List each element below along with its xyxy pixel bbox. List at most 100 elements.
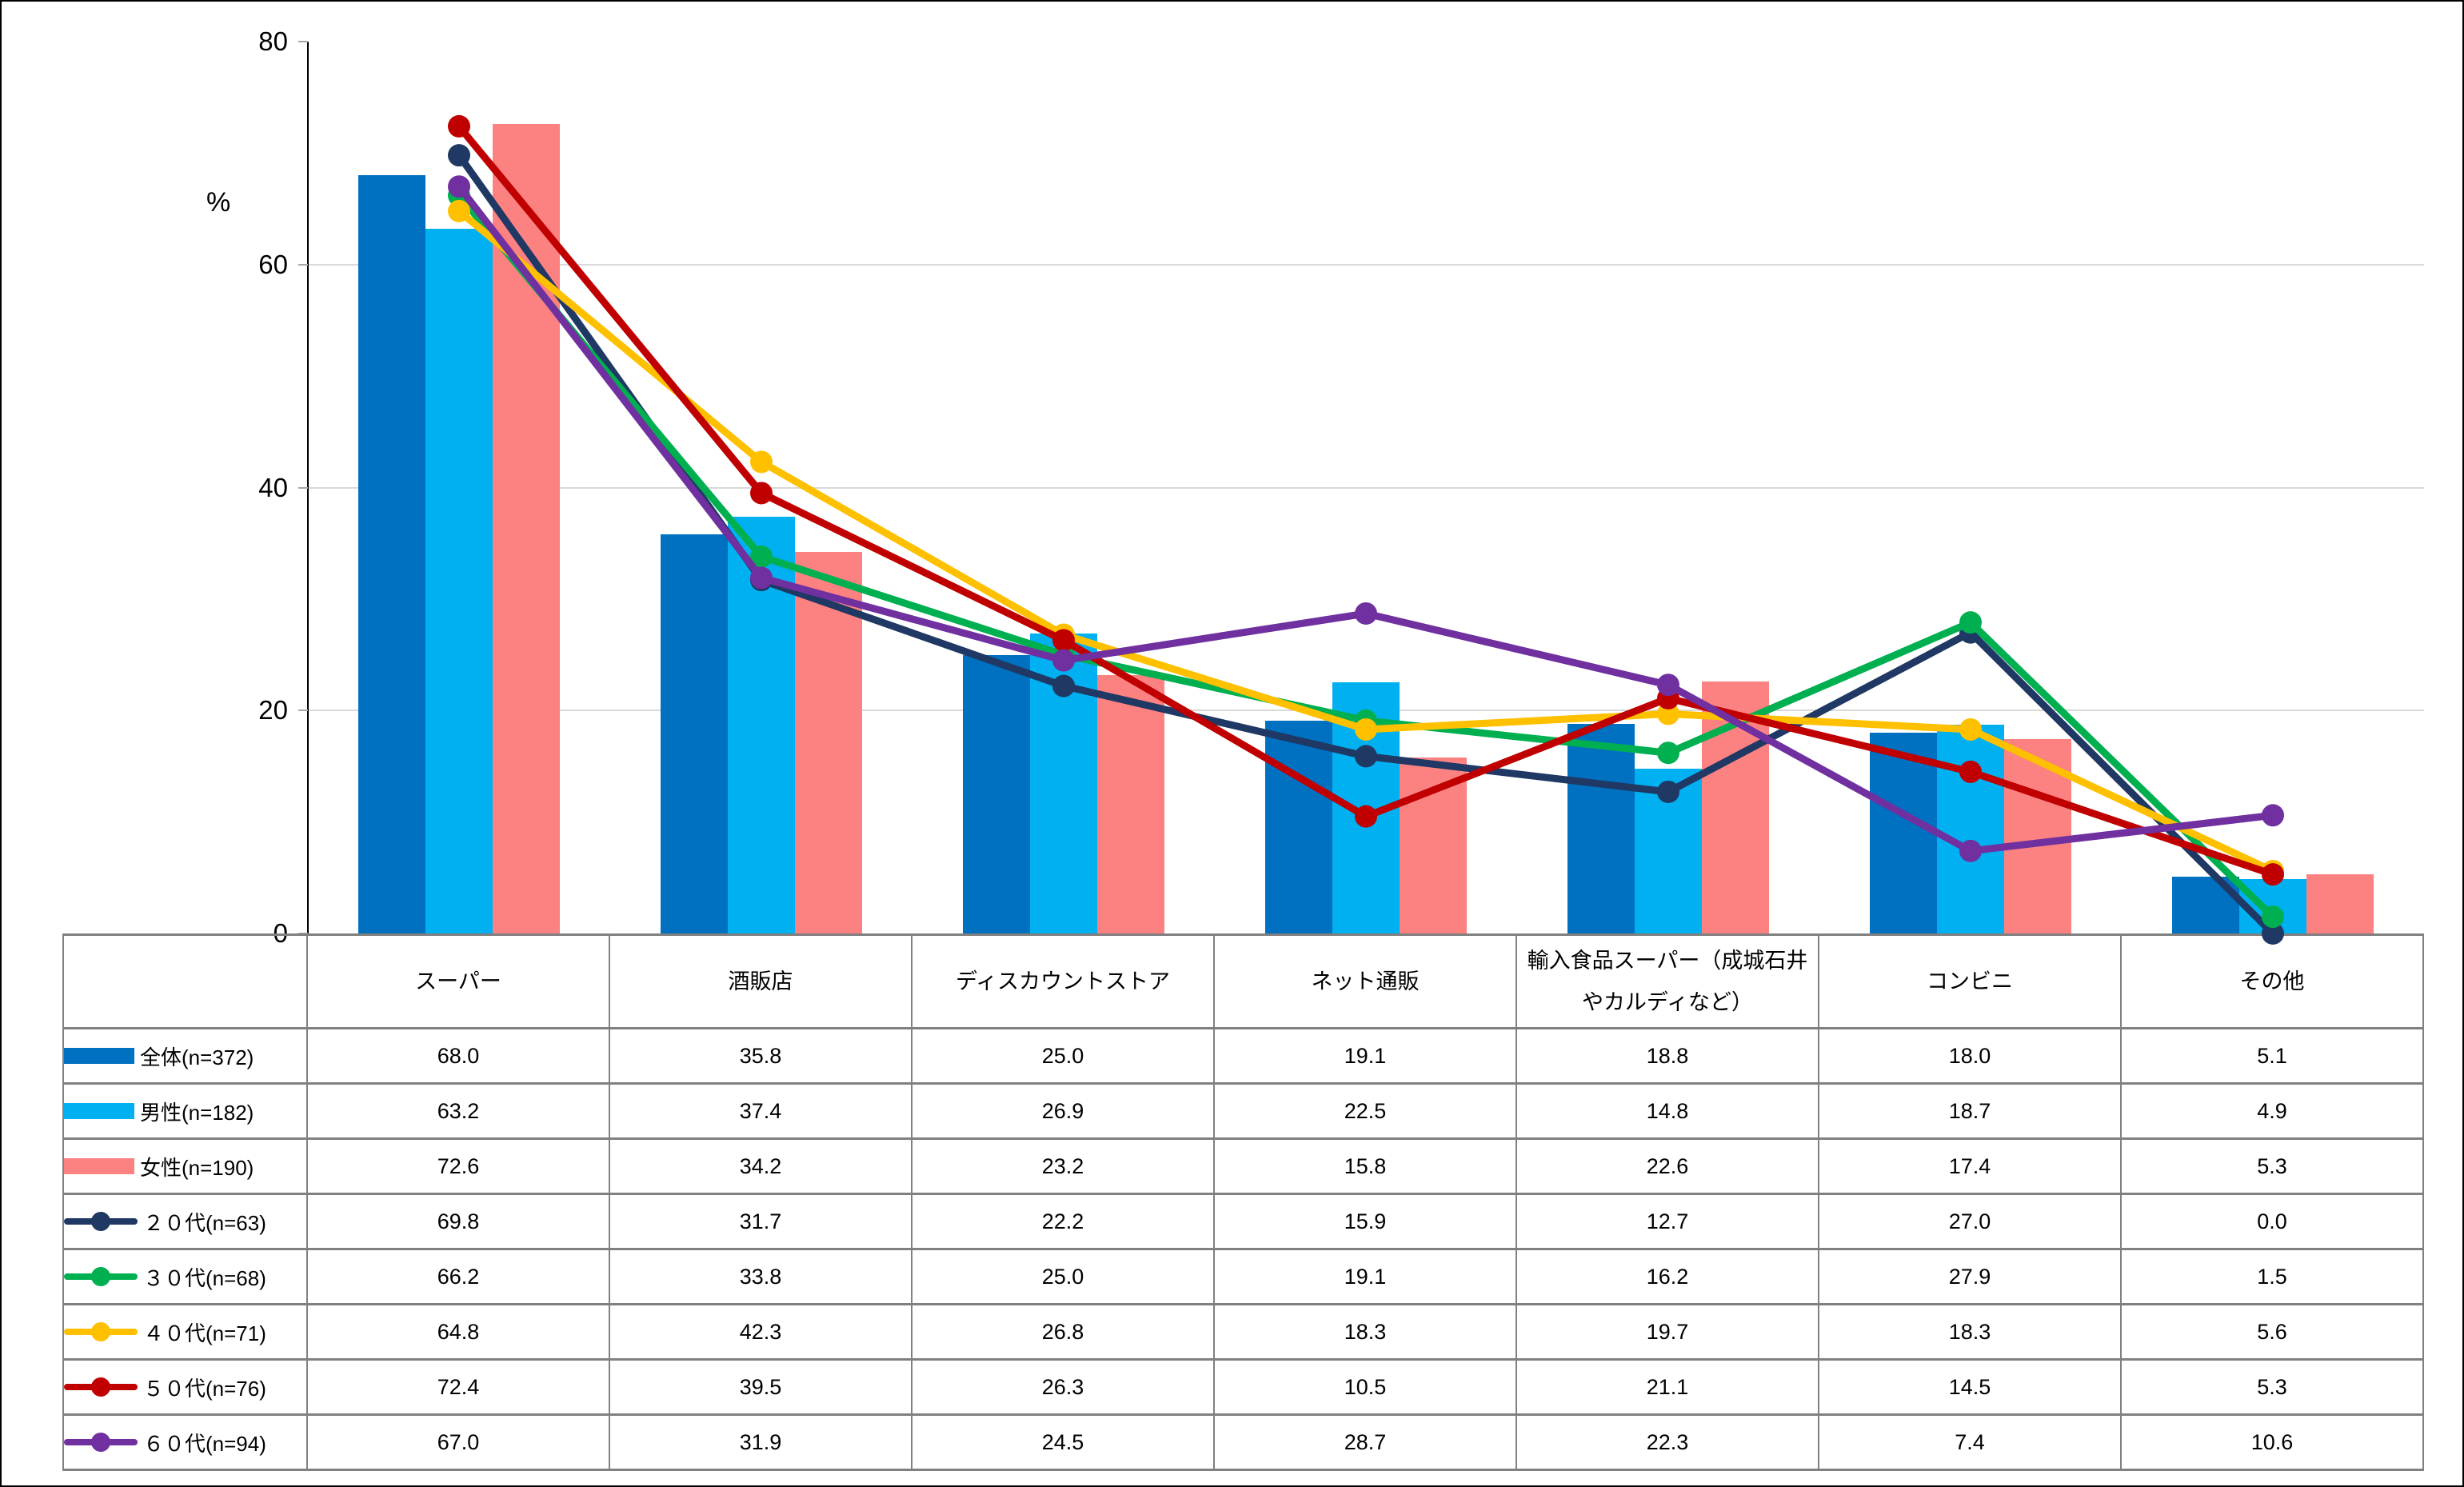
point-４０代(n=71)-スーパー bbox=[448, 199, 470, 222]
table-cell-４０代(n=71)-ネット通販: 18.3 bbox=[1213, 1303, 1517, 1361]
gridline-40 bbox=[308, 486, 2424, 489]
legend-bar-swatch bbox=[64, 1103, 134, 1119]
column-header-酒販店: 酒販店 bbox=[609, 933, 913, 1029]
table-cell-３０代(n=68)-スーパー: 66.2 bbox=[306, 1248, 610, 1305]
legend-item-４０代(n=71): ４０代(n=71) bbox=[62, 1303, 308, 1361]
y-tick-mark-0 bbox=[298, 933, 308, 934]
table-cell-男性(n=182)-スーパー: 63.2 bbox=[306, 1082, 610, 1140]
bar-全体(n=372)-その他 bbox=[2172, 876, 2239, 933]
table-cell-３０代(n=68)-コンビニ: 27.9 bbox=[1818, 1248, 2122, 1305]
y-axis-unit-label: % bbox=[206, 187, 231, 218]
table-cell-３０代(n=68)-その他: 1.5 bbox=[2120, 1248, 2424, 1305]
chart-data-table: スーパー 酒販店 ディスカウントストア ネット通販 輸入食品スーパー（成城石井やカルディ… bbox=[62, 933, 2424, 1471]
table-row-２０代(n=63): ２０代(n=63) 69.8 31.7 22.2 15.9 12.7 27.0 0.0 bbox=[62, 1193, 2424, 1250]
table-cell-２０代(n=63)-輸入食品スーパー（成城石井やカルディなど）: 12.7 bbox=[1516, 1193, 1819, 1250]
column-header-スーパー: スーパー bbox=[306, 933, 610, 1029]
bar-男性(n=182)-ネット通販 bbox=[1332, 682, 1400, 933]
bar-全体(n=372)-輸入食品スーパー（成城石井やカルディなど） bbox=[1567, 723, 1635, 933]
table-cell-２０代(n=63)-ディスカウントストア: 22.2 bbox=[911, 1193, 1215, 1250]
legend-bar-swatch bbox=[64, 1158, 134, 1174]
table-cell-５０代(n=76)-その他: 5.3 bbox=[2120, 1358, 2424, 1416]
table-cell-３０代(n=68)-ネット通販: 19.1 bbox=[1213, 1248, 1517, 1305]
bar-全体(n=372)-酒販店 bbox=[661, 534, 728, 933]
table-cell-４０代(n=71)-その他: 5.6 bbox=[2120, 1303, 2424, 1361]
bar-全体(n=372)-スーパー bbox=[358, 175, 425, 933]
table-cell-全体(n=372)-酒販店: 35.8 bbox=[609, 1027, 913, 1085]
table-cell-女性(n=190)-輸入食品スーパー（成城石井やカルディなど）: 22.6 bbox=[1516, 1137, 1819, 1195]
table-cell-２０代(n=63)-コンビニ: 27.0 bbox=[1818, 1193, 2122, 1250]
point-６０代(n=94)-その他 bbox=[2262, 804, 2284, 827]
table-cell-５０代(n=76)-輸入食品スーパー（成城石井やカルディなど）: 21.1 bbox=[1516, 1358, 1819, 1416]
table-row-５０代(n=76): ５０代(n=76) 72.4 39.5 26.3 10.5 21.1 14.5 5.3 bbox=[62, 1358, 2424, 1416]
bar-女性(n=190)-ネット通販 bbox=[1400, 757, 1467, 933]
table-cell-女性(n=190)-ディスカウントストア: 23.2 bbox=[911, 1137, 1215, 1195]
table-cell-５０代(n=76)-コンビニ: 14.5 bbox=[1818, 1358, 2122, 1416]
table-row-女性(n=190): 女性(n=190) 72.6 34.2 23.2 15.8 22.6 17.4 5.3 bbox=[62, 1137, 2424, 1195]
y-tick-label-60: 60 bbox=[258, 249, 288, 279]
legend-item-５０代(n=76): ５０代(n=76) bbox=[62, 1358, 308, 1416]
legend-label: 女性(n=190) bbox=[140, 1155, 254, 1180]
point-３０代(n=68)-コンビニ bbox=[1959, 611, 1982, 634]
bar-女性(n=190)-輸入食品スーパー（成城石井やカルディなど） bbox=[1702, 682, 1769, 933]
table-cell-男性(n=182)-ネット通販: 22.5 bbox=[1213, 1082, 1517, 1140]
table-cell-３０代(n=68)-輸入食品スーパー（成城石井やカルディなど）: 16.2 bbox=[1516, 1248, 1819, 1305]
table-cell-男性(n=182)-その他: 4.9 bbox=[2120, 1082, 2424, 1140]
bar-女性(n=190)-コンビニ bbox=[2004, 739, 2071, 933]
table-cell-２０代(n=63)-酒販店: 31.7 bbox=[609, 1193, 913, 1250]
table-cell-６０代(n=94)-ディスカウントストア: 24.5 bbox=[911, 1413, 1215, 1471]
table-cell-２０代(n=63)-その他: 0.0 bbox=[2120, 1193, 2424, 1250]
bar-全体(n=372)-ディスカウントストア bbox=[963, 654, 1030, 933]
table-cell-全体(n=372)-スーパー: 68.0 bbox=[306, 1027, 610, 1085]
table-cell-３０代(n=68)-ディスカウントストア: 25.0 bbox=[911, 1248, 1215, 1305]
bar-女性(n=190)-酒販店 bbox=[795, 552, 862, 933]
table-cell-女性(n=190)-コンビニ: 17.4 bbox=[1818, 1137, 2122, 1195]
bar-全体(n=372)-ネット通販 bbox=[1265, 720, 1332, 933]
table-cell-６０代(n=94)-ネット通販: 28.7 bbox=[1213, 1413, 1517, 1471]
point-３０代(n=68)-輸入食品スーパー（成城石井やカルディなど） bbox=[1657, 742, 1679, 765]
table-cell-４０代(n=71)-ディスカウントストア: 26.8 bbox=[911, 1303, 1215, 1361]
table-cell-４０代(n=71)-スーパー: 64.8 bbox=[306, 1303, 610, 1361]
bar-男性(n=182)-コンビニ bbox=[1937, 725, 2004, 933]
table-cell-４０代(n=71)-コンビニ: 18.3 bbox=[1818, 1303, 2122, 1361]
table-cell-４０代(n=71)-輸入食品スーパー（成城石井やカルディなど）: 19.7 bbox=[1516, 1303, 1819, 1361]
legend-label: ４０代(n=71) bbox=[143, 1321, 266, 1345]
y-axis-line bbox=[307, 42, 309, 935]
table-cell-６０代(n=94)-酒販店: 31.9 bbox=[609, 1413, 913, 1471]
table-cell-５０代(n=76)-スーパー: 72.4 bbox=[306, 1358, 610, 1416]
point-４０代(n=71)-輸入食品スーパー（成城石井やカルディなど） bbox=[1657, 702, 1679, 726]
bar-全体(n=372)-コンビニ bbox=[1870, 733, 1937, 933]
point-５０代(n=76)-酒販店 bbox=[750, 482, 773, 505]
legend-label: ２０代(n=63) bbox=[143, 1210, 266, 1235]
bar-男性(n=182)-酒販店 bbox=[728, 516, 795, 933]
bar-男性(n=182)-ディスカウントストア bbox=[1030, 634, 1097, 933]
table-cell-全体(n=372)-輸入食品スーパー（成城石井やカルディなど）: 18.8 bbox=[1516, 1027, 1819, 1085]
point-６０代(n=94)-スーパー bbox=[448, 175, 470, 198]
y-tick-label-20: 20 bbox=[258, 695, 288, 726]
table-cell-６０代(n=94)-コンビニ: 7.4 bbox=[1818, 1413, 2122, 1471]
table-row-３０代(n=68): ３０代(n=68) 66.2 33.8 25.0 19.1 16.2 27.9 1.5 bbox=[62, 1248, 2424, 1305]
legend-item-男性(n=182): 男性(n=182) bbox=[62, 1082, 308, 1140]
table-cell-男性(n=182)-コンビニ: 18.7 bbox=[1818, 1082, 2122, 1140]
y-tick-label-40: 40 bbox=[258, 472, 288, 502]
bar-女性(n=190)-その他 bbox=[2306, 874, 2374, 933]
legend-item-２０代(n=63): ２０代(n=63) bbox=[62, 1193, 308, 1250]
table-cell-２０代(n=63)-ネット通販: 15.9 bbox=[1213, 1193, 1517, 1250]
data-table: スーパー 酒販店 ディスカウントストア ネット通販 輸入食品スーパー（成城石井やカルディ… bbox=[62, 933, 2424, 1471]
bar-女性(n=190)-ディスカウントストア bbox=[1097, 674, 1164, 933]
table-row-全体(n=372): 全体(n=372) 68.0 35.8 25.0 19.1 18.8 18.0 5.1 bbox=[62, 1027, 2424, 1085]
legend-label: 男性(n=182) bbox=[140, 1100, 254, 1125]
column-header-その他: その他 bbox=[2120, 933, 2424, 1029]
column-header-ネット通販: ネット通販 bbox=[1213, 933, 1517, 1029]
point-２０代(n=63)-コンビニ bbox=[1959, 621, 1982, 644]
table-row-４０代(n=71): ４０代(n=71) 64.8 42.3 26.8 18.3 19.7 18.3 5.6 bbox=[62, 1303, 2424, 1361]
point-５０代(n=76)-輸入食品スーパー（成城石井やカルディなど） bbox=[1657, 686, 1679, 710]
legend-label: ５０代(n=76) bbox=[143, 1376, 266, 1401]
legend-line-swatch bbox=[64, 1211, 138, 1232]
table-cell-全体(n=372)-ネット通販: 19.1 bbox=[1213, 1027, 1517, 1085]
table-cell-６０代(n=94)-輸入食品スーパー（成城石井やカルディなど）: 22.3 bbox=[1516, 1413, 1819, 1471]
column-header-輸入食品スーパー（成城石井やカルディなど）: 輸入食品スーパー（成城石井やカルディなど） bbox=[1516, 933, 1819, 1029]
point-６０代(n=94)-ネット通販 bbox=[1355, 602, 1377, 625]
table-corner-cell bbox=[62, 933, 308, 1029]
legend-item-全体(n=372): 全体(n=372) bbox=[62, 1027, 308, 1085]
